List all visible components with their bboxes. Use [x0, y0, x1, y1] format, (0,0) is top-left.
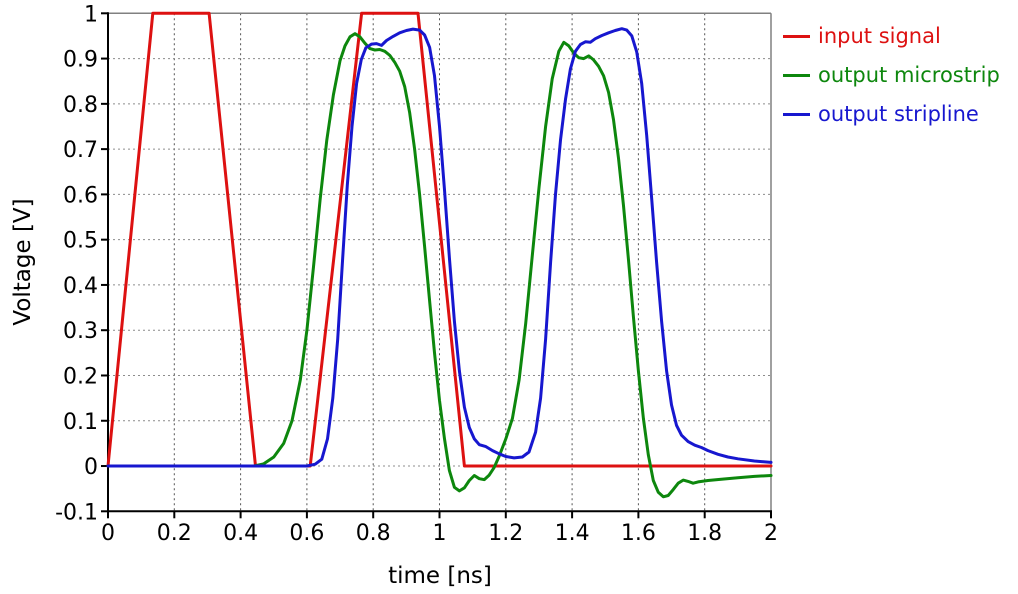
series-output-stripline — [106, 27, 773, 468]
y-tick-label: 0 — [84, 455, 98, 480]
plot-border — [107, 12, 772, 513]
legend-label: output stripline — [818, 102, 979, 126]
axis-tick-labels: 0 0.2 0.4 0.6 0.8 1 1.2 1.4 1.6 1.8 2 1 0.9 0.8 0.7 0.6… — [55, 2, 778, 546]
y-tick-label: 0.3 — [63, 319, 98, 344]
y-tick-label: -0.1 — [55, 500, 98, 525]
y-tick-label: 0.5 — [63, 229, 98, 254]
y-tick-label: 0.1 — [63, 410, 98, 435]
y-tick-label: 0.4 — [63, 274, 98, 299]
legend-label: output microstrip — [818, 63, 1000, 87]
x-tick-label: 0.4 — [223, 521, 258, 546]
y-tick-label: 0.8 — [63, 93, 98, 118]
x-tick-label: 1.6 — [621, 521, 656, 546]
x-tick-label: 0 — [101, 521, 115, 546]
legend-line-icon — [783, 73, 810, 77]
gridlines — [108, 13, 771, 512]
legend-line-icon — [783, 34, 810, 38]
y-axis-title: Voltage [V] — [10, 198, 36, 325]
legend: input signal output microstrip output st… — [783, 22, 1000, 139]
y-tick-label: 0.6 — [63, 183, 98, 208]
x-tick-label: 2 — [764, 521, 778, 546]
legend-item-input-signal: input signal — [783, 22, 1000, 50]
x-tick-label: 0.8 — [356, 521, 391, 546]
axis-ticks — [101, 12, 772, 519]
x-tick-label: 1.4 — [555, 521, 590, 546]
x-tick-label: 1.8 — [687, 521, 722, 546]
legend-item-output-microstrip: output microstrip — [783, 61, 1000, 89]
y-tick-label: 0.7 — [63, 138, 98, 163]
x-tick-label: 1 — [433, 521, 447, 546]
y-tick-label: 0.9 — [63, 48, 98, 73]
y-tick-label: 0.2 — [63, 364, 98, 389]
x-tick-label: 0.6 — [289, 521, 324, 546]
y-tick-label: 1 — [84, 2, 98, 27]
x-axis-title: time [ns] — [388, 563, 492, 589]
data-series — [106, 11, 773, 499]
legend-label: input signal — [818, 24, 941, 48]
legend-item-output-stripline: output stripline — [783, 100, 1000, 128]
series-output-microstrip — [106, 32, 773, 499]
x-tick-label: 0.2 — [157, 521, 192, 546]
x-tick-label: 1.2 — [488, 521, 523, 546]
legend-line-icon — [783, 112, 810, 116]
